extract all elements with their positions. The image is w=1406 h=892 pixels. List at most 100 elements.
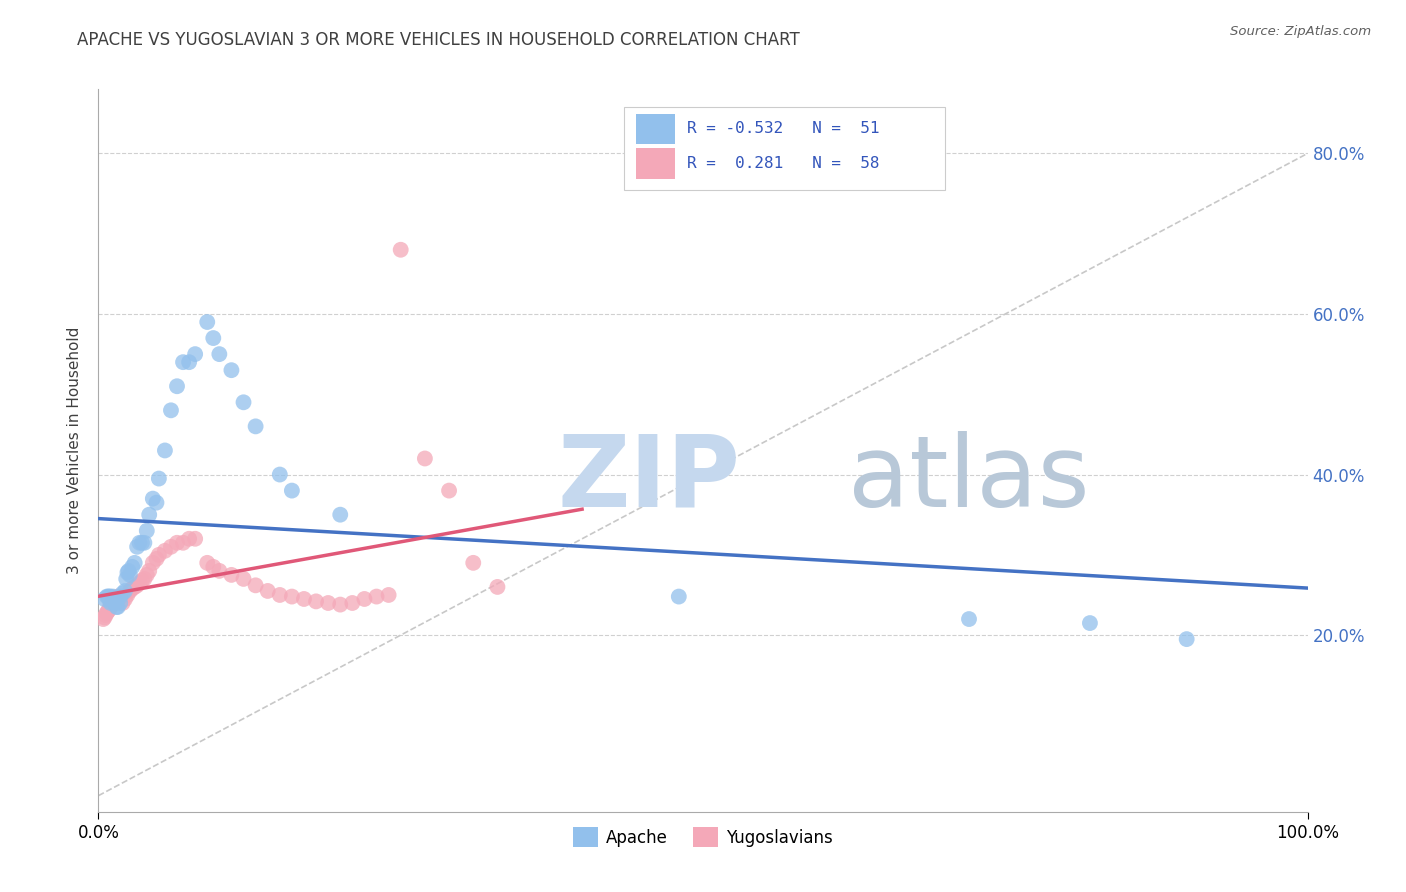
Point <box>138 508 160 522</box>
Text: atlas: atlas <box>848 431 1090 528</box>
Point <box>256 583 278 598</box>
Point <box>108 590 131 604</box>
Point <box>135 567 157 582</box>
Text: R = -0.532   N =  51: R = -0.532 N = 51 <box>688 121 880 136</box>
Point <box>179 355 201 369</box>
Point <box>316 596 339 610</box>
Point <box>103 592 125 607</box>
Point <box>202 331 225 345</box>
Point <box>96 606 118 620</box>
Point <box>105 592 128 607</box>
Point <box>101 590 124 604</box>
Point <box>100 594 122 608</box>
Point <box>377 588 399 602</box>
Point <box>134 535 156 549</box>
Point <box>148 471 170 485</box>
Point <box>245 578 267 592</box>
Point <box>117 588 139 602</box>
Point <box>131 574 153 588</box>
Point <box>118 564 141 578</box>
Point <box>118 567 141 582</box>
Point <box>108 590 131 604</box>
Point <box>232 572 254 586</box>
FancyBboxPatch shape <box>624 107 945 190</box>
Point <box>281 483 304 498</box>
Text: ZIP: ZIP <box>558 431 741 528</box>
Point <box>292 592 315 607</box>
Point <box>195 315 218 329</box>
Point <box>100 596 122 610</box>
Point <box>111 586 134 600</box>
Point <box>142 491 165 506</box>
Point <box>184 347 207 361</box>
Point <box>269 588 291 602</box>
Point <box>353 592 375 607</box>
Point <box>128 576 150 591</box>
Y-axis label: 3 or more Vehicles in Household: 3 or more Vehicles in Household <box>67 326 83 574</box>
Point <box>107 599 129 614</box>
Point <box>153 443 176 458</box>
Point <box>329 508 352 522</box>
Point <box>389 243 412 257</box>
Point <box>166 379 188 393</box>
Point <box>124 580 146 594</box>
Point <box>96 590 118 604</box>
Point <box>100 592 122 607</box>
Point <box>153 543 176 558</box>
Point <box>160 403 183 417</box>
Point <box>172 535 194 549</box>
Point <box>269 467 291 482</box>
Point <box>179 532 201 546</box>
Point <box>121 582 143 596</box>
Point <box>1078 615 1101 630</box>
Point <box>142 556 165 570</box>
Point <box>115 572 138 586</box>
Point <box>114 592 136 607</box>
Point <box>486 580 509 594</box>
Point <box>118 583 141 598</box>
Point <box>117 566 139 580</box>
Point <box>463 556 485 570</box>
Point <box>135 524 157 538</box>
Point <box>366 590 388 604</box>
Point <box>668 590 690 604</box>
Point <box>127 578 149 592</box>
Point <box>305 594 328 608</box>
Point <box>208 564 231 578</box>
Point <box>93 592 115 607</box>
Point <box>97 604 120 618</box>
Point <box>91 612 114 626</box>
Point <box>100 598 122 612</box>
Point <box>100 599 122 614</box>
Point <box>166 535 188 549</box>
Point <box>111 596 134 610</box>
Bar <box>637 114 675 145</box>
Point <box>138 564 160 578</box>
Point <box>148 548 170 562</box>
Point <box>114 583 136 598</box>
Point <box>98 602 121 616</box>
Point <box>108 596 131 610</box>
Point <box>128 535 150 549</box>
Text: R =  0.281   N =  58: R = 0.281 N = 58 <box>688 156 880 171</box>
Point <box>103 594 125 608</box>
Point <box>202 560 225 574</box>
Point <box>221 567 243 582</box>
Point <box>104 596 127 610</box>
Point <box>131 535 153 549</box>
Point <box>957 612 980 626</box>
Point <box>121 560 143 574</box>
Point <box>184 532 207 546</box>
Point <box>145 551 167 566</box>
Point <box>160 540 183 554</box>
Point <box>104 592 127 607</box>
Point <box>100 596 122 610</box>
Point <box>281 590 304 604</box>
Text: APACHE VS YUGOSLAVIAN 3 OR MORE VEHICLES IN HOUSEHOLD CORRELATION CHART: APACHE VS YUGOSLAVIAN 3 OR MORE VEHICLES… <box>77 31 800 49</box>
Point <box>342 596 364 610</box>
Point <box>1175 632 1198 646</box>
Point <box>134 572 156 586</box>
Point <box>101 594 124 608</box>
Point <box>221 363 243 377</box>
Point <box>107 590 129 604</box>
